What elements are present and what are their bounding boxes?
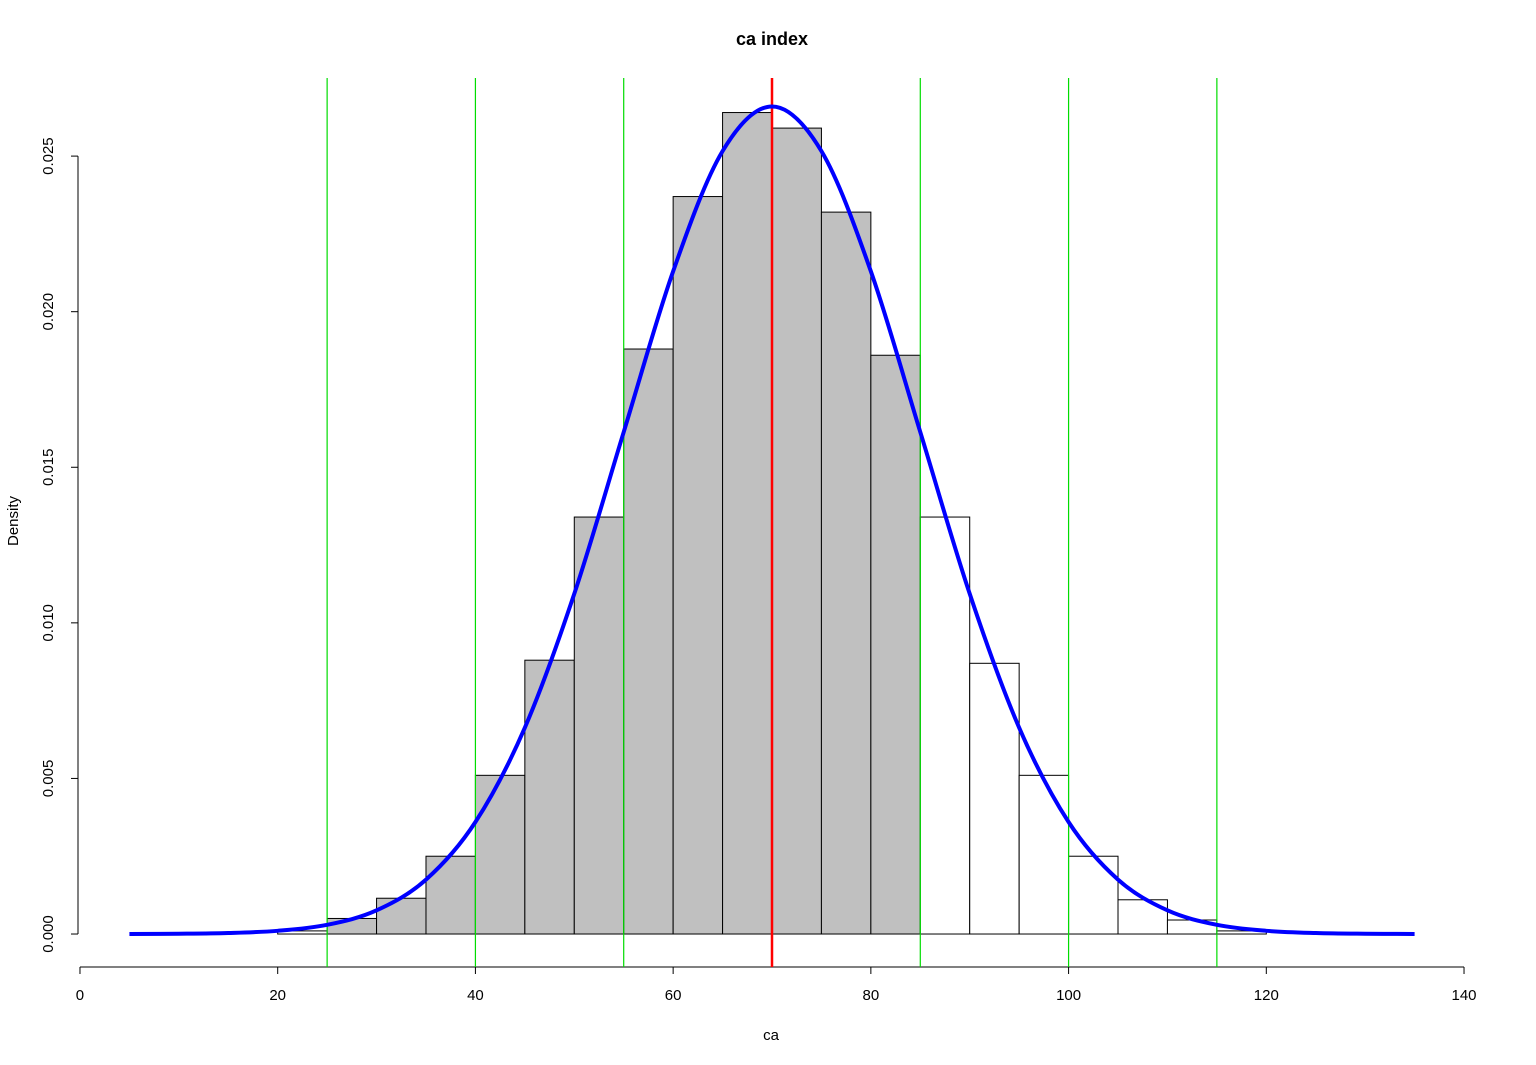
y-tick-label: 0.020: [40, 293, 57, 331]
histogram-bar: [969, 662, 1020, 935]
histogram-bar: [425, 855, 476, 935]
histogram-bar: [672, 196, 724, 935]
histogram-bar: [722, 112, 773, 935]
x-tick-label: 80: [863, 987, 880, 1004]
x-tick-label: 40: [467, 987, 484, 1004]
histogram-bar: [474, 774, 526, 935]
x-tick-label: 100: [1056, 987, 1081, 1004]
chart-title: ca index: [736, 29, 808, 49]
x-tick-label: 20: [269, 987, 286, 1004]
x-axis-label: ca: [763, 1027, 780, 1044]
y-tick-label: 0.000: [40, 915, 57, 953]
histogram-bar: [771, 127, 822, 935]
y-axis-label: Density: [5, 495, 22, 546]
y-tick-label: 0.025: [40, 137, 57, 175]
y-tick-label: 0.010: [40, 604, 57, 642]
histogram-bar: [870, 354, 921, 935]
histogram-bar: [1018, 774, 1070, 935]
x-tick-label: 0: [76, 987, 84, 1004]
y-tick-label: 0.015: [40, 448, 57, 486]
histogram-bar: [376, 897, 427, 935]
x-tick-label: 140: [1452, 987, 1477, 1004]
histogram-bar: [820, 211, 872, 935]
density-line: [129, 104, 1415, 936]
histogram-bar: [524, 659, 575, 935]
histogram-bar: [1068, 855, 1119, 935]
histogram-bar: [623, 348, 674, 935]
histogram-bar: [919, 516, 971, 935]
y-tick-label: 0.005: [40, 760, 57, 798]
histogram-bar: [573, 516, 625, 935]
x-tick-label: 60: [665, 987, 682, 1004]
x-tick-label: 120: [1254, 987, 1279, 1004]
